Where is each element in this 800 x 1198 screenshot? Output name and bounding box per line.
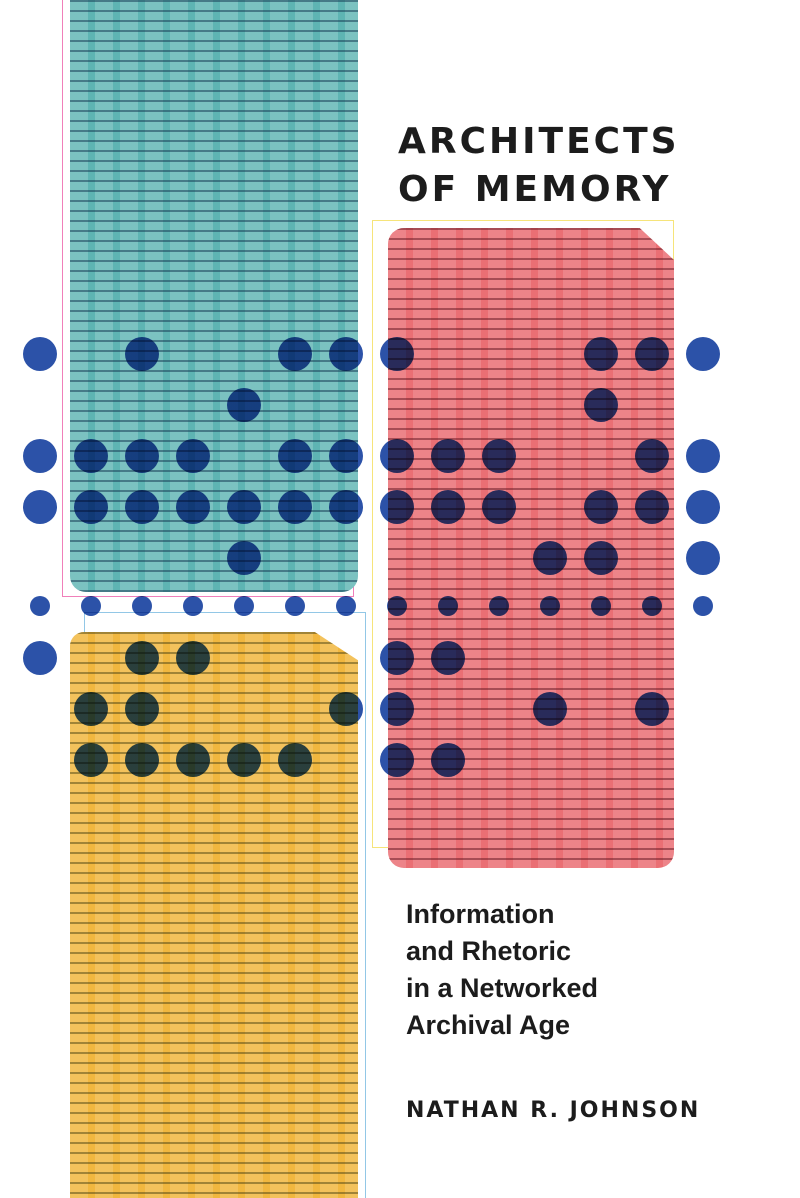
punch-dot — [278, 337, 312, 371]
punch-dot — [584, 541, 618, 575]
punch-dot — [74, 439, 108, 473]
punch-dot — [642, 596, 662, 616]
punch-dot — [176, 743, 210, 777]
punch-dot — [125, 337, 159, 371]
punch-dot — [125, 743, 159, 777]
yellow-punch-card — [70, 632, 358, 1198]
teal-punch-card — [70, 0, 358, 592]
punch-dot — [23, 490, 57, 524]
punch-dot — [635, 692, 669, 726]
punch-dot — [329, 337, 363, 371]
subtitle-line: Information — [406, 899, 555, 929]
yellow-card-lines — [70, 632, 358, 1198]
punch-dot — [329, 692, 363, 726]
punch-dot — [183, 596, 203, 616]
punch-dot — [533, 541, 567, 575]
punch-dot — [380, 692, 414, 726]
punch-dot — [74, 490, 108, 524]
red-punch-card — [388, 228, 674, 868]
punch-dot — [431, 743, 465, 777]
punch-dot — [125, 641, 159, 675]
punch-dot — [278, 490, 312, 524]
punch-dot — [387, 596, 407, 616]
punch-dot — [23, 337, 57, 371]
punch-dot — [227, 743, 261, 777]
punch-dot — [380, 337, 414, 371]
punch-dot — [278, 743, 312, 777]
punch-dot — [438, 596, 458, 616]
punch-dot — [125, 439, 159, 473]
punch-dot — [686, 490, 720, 524]
author-name: NATHAN R. JOHNSON — [406, 1098, 701, 1123]
punch-dot — [431, 641, 465, 675]
punch-dot — [533, 692, 567, 726]
punch-dot — [125, 490, 159, 524]
punch-dot — [431, 439, 465, 473]
punch-dot — [591, 596, 611, 616]
punch-dot — [227, 490, 261, 524]
punch-dot — [176, 641, 210, 675]
punch-dot — [686, 541, 720, 575]
punch-dot — [285, 596, 305, 616]
punch-dot — [540, 596, 560, 616]
punch-dot — [81, 596, 101, 616]
red-card-lines — [388, 228, 674, 868]
punch-dot — [23, 439, 57, 473]
punch-dot — [227, 541, 261, 575]
punch-dot — [329, 490, 363, 524]
punch-dot — [635, 439, 669, 473]
punch-dot — [74, 743, 108, 777]
punch-dot — [584, 337, 618, 371]
punch-dot — [132, 596, 152, 616]
punch-dot — [482, 490, 516, 524]
punch-dot — [125, 692, 159, 726]
punch-dot — [482, 439, 516, 473]
punch-dot — [336, 596, 356, 616]
punch-dot — [329, 439, 363, 473]
punch-dot — [380, 490, 414, 524]
punch-dot — [176, 439, 210, 473]
punch-dot — [23, 641, 57, 675]
title-line: OF MEMORY — [398, 169, 672, 210]
punch-dot — [278, 439, 312, 473]
subtitle-line: Archival Age — [406, 1010, 571, 1040]
punch-dot — [635, 337, 669, 371]
punch-dot — [693, 596, 713, 616]
subtitle-line: and Rhetoric — [406, 936, 572, 966]
punch-dot — [686, 337, 720, 371]
punch-dot — [380, 743, 414, 777]
punch-dot — [380, 641, 414, 675]
punch-dot — [234, 596, 254, 616]
punch-dot — [584, 490, 618, 524]
book-subtitle: Information and Rhetoric in a Networked … — [406, 896, 598, 1044]
book-title: ARCHITECTS OF MEMORY — [398, 118, 680, 214]
punch-dot — [431, 490, 465, 524]
punch-dot — [635, 490, 669, 524]
subtitle-line: in a Networked — [406, 973, 599, 1003]
teal-card-lines — [70, 0, 358, 592]
punch-dot — [584, 388, 618, 422]
punch-dot — [686, 439, 720, 473]
punch-dot — [74, 692, 108, 726]
punch-dot — [176, 490, 210, 524]
punch-dot — [489, 596, 509, 616]
punch-dot — [380, 439, 414, 473]
title-line: ARCHITECTS — [398, 121, 680, 162]
punch-dot — [30, 596, 50, 616]
punch-dot — [227, 388, 261, 422]
